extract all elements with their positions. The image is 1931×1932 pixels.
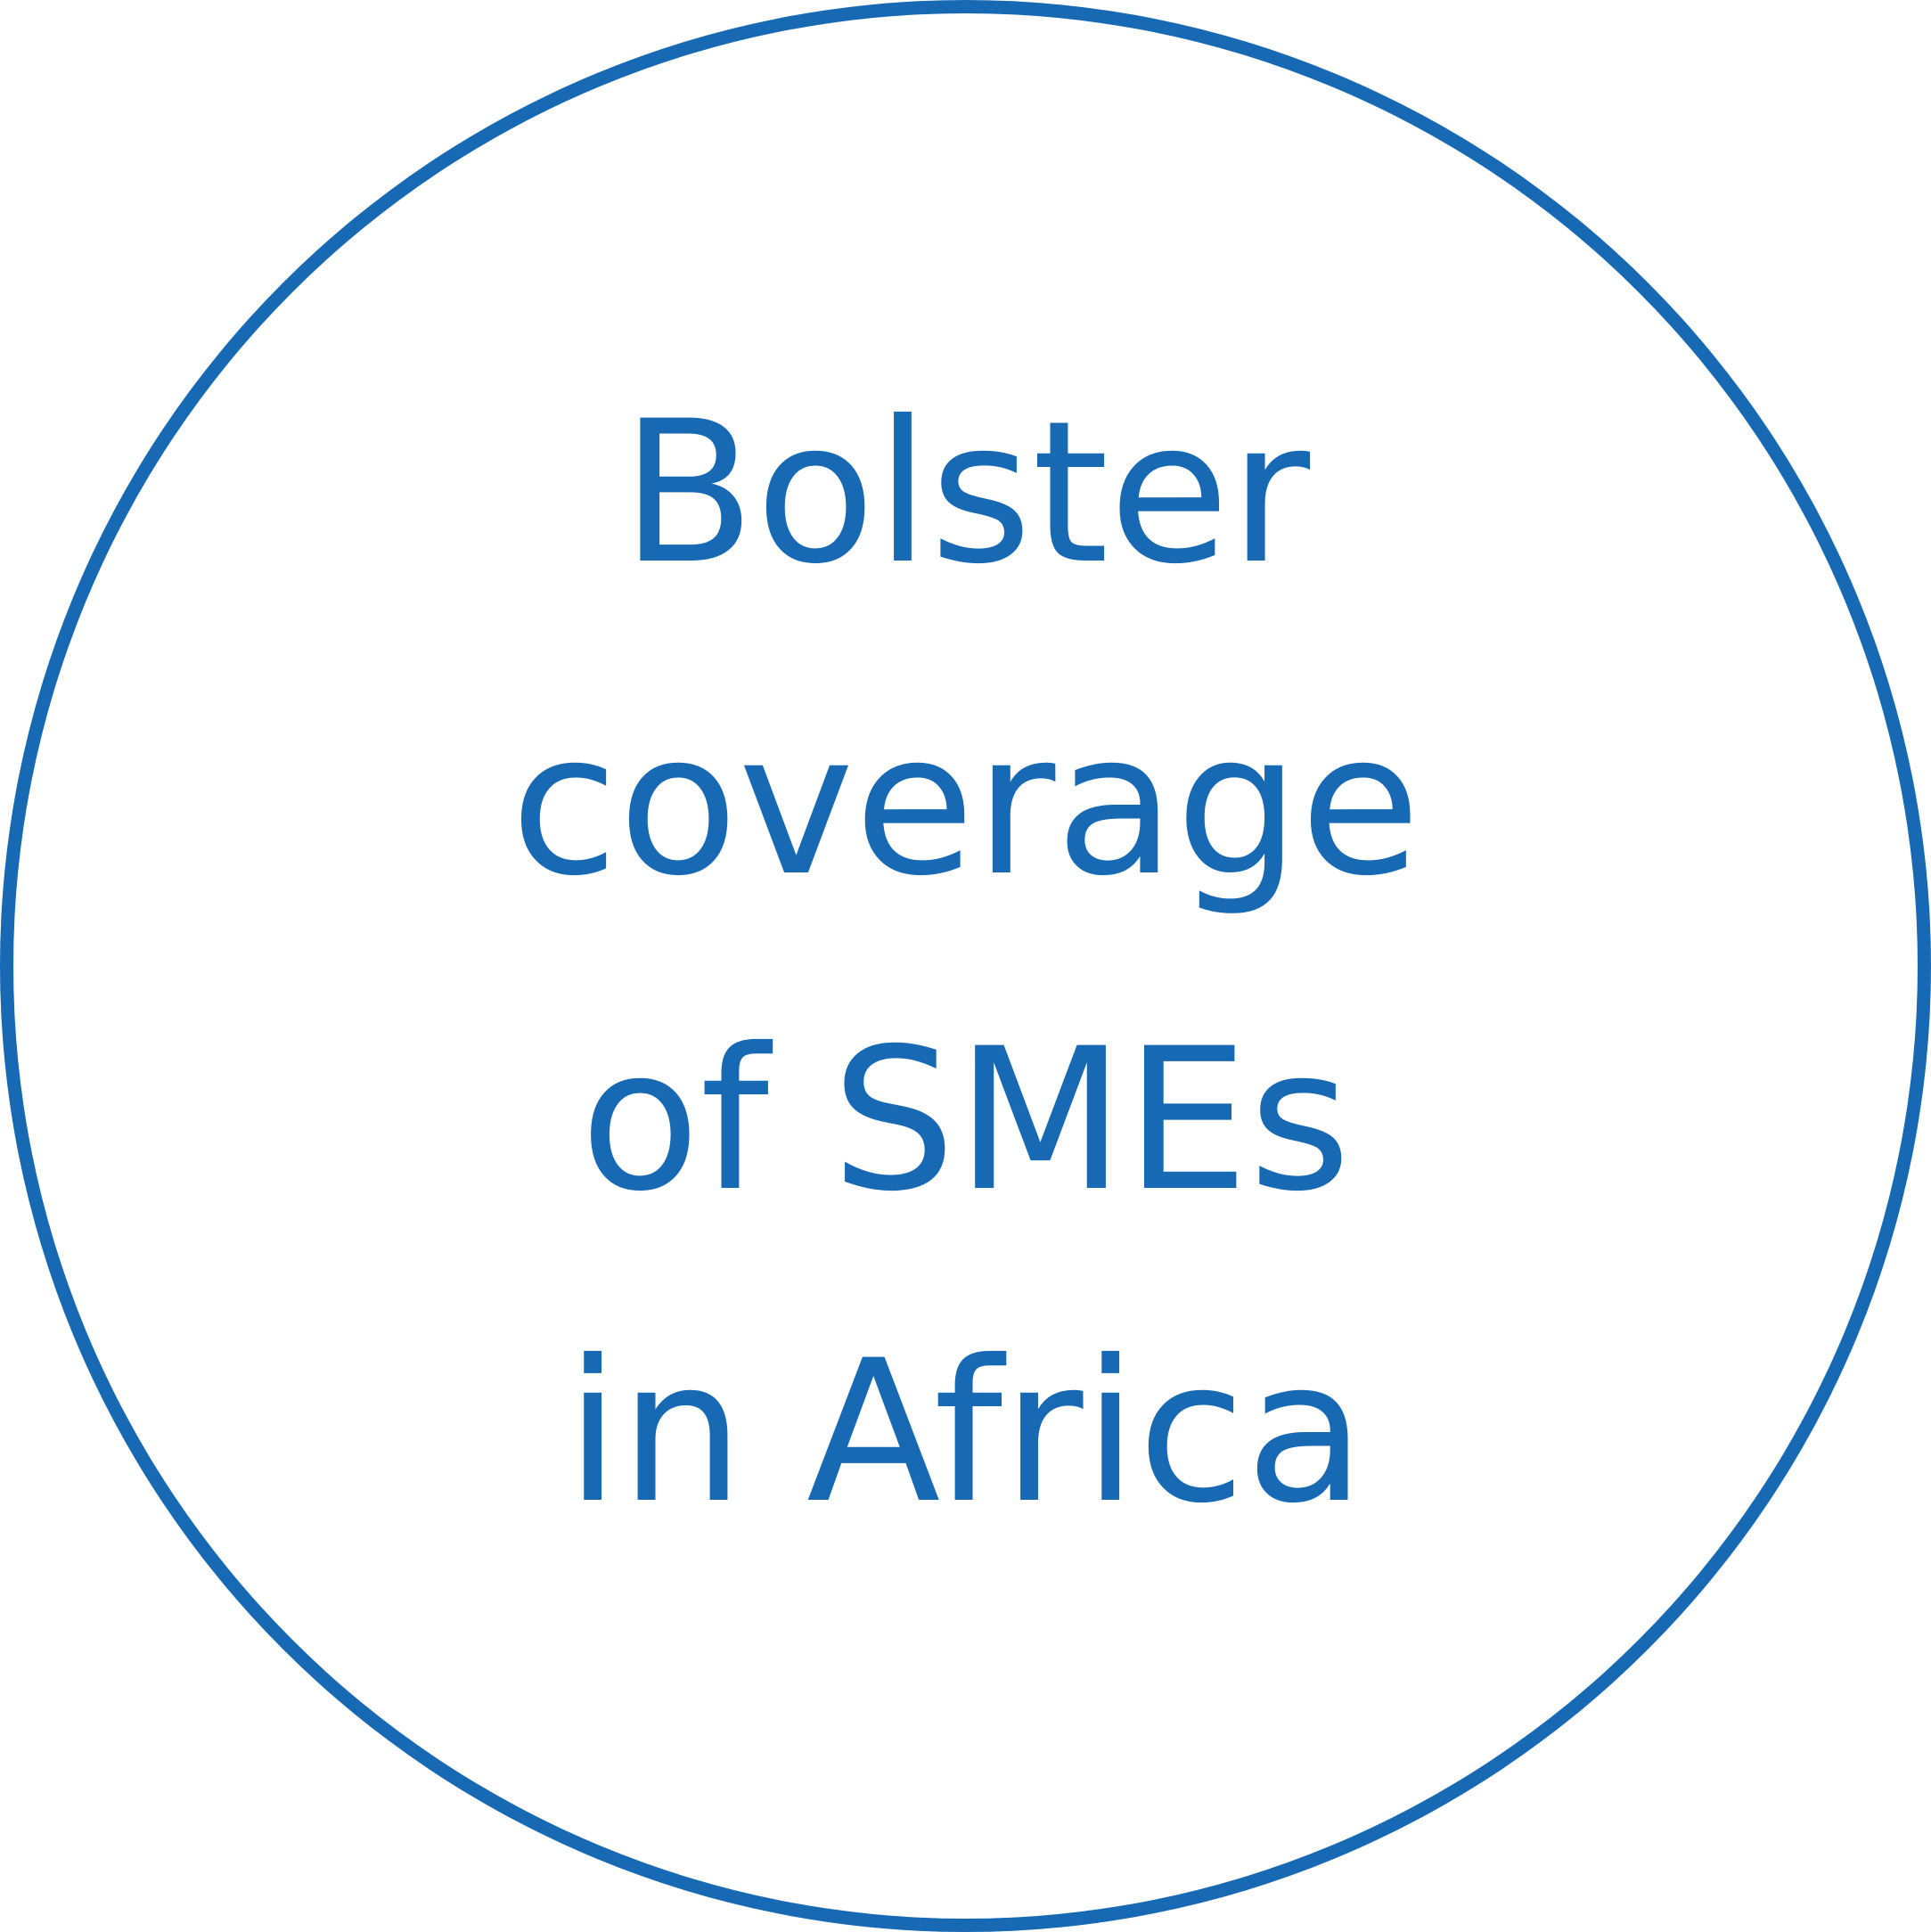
headline-line-1: Bolster xyxy=(620,379,1311,607)
headline-line-4: in Africa xyxy=(565,1318,1366,1546)
headline-line-3: of SMEs xyxy=(579,1006,1352,1234)
headline-line-2: coverage xyxy=(510,691,1421,919)
